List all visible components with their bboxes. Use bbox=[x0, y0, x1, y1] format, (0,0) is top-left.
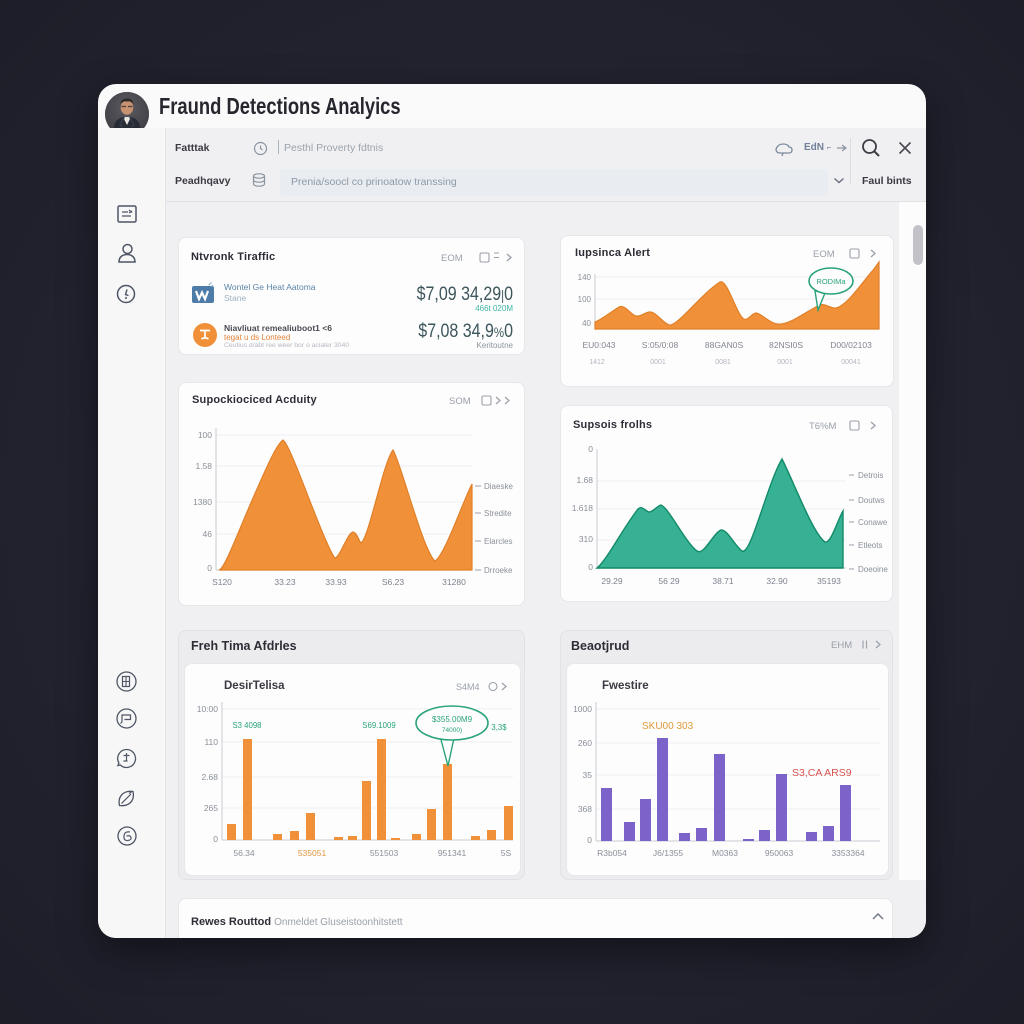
svg-text:1.58: 1.58 bbox=[195, 461, 212, 471]
svg-text:100: 100 bbox=[578, 295, 592, 304]
svg-text:D00/02103: D00/02103 bbox=[830, 340, 872, 350]
svg-text:S69.1009: S69.1009 bbox=[362, 721, 395, 730]
svg-text:110: 110 bbox=[204, 737, 218, 747]
svg-text:S:05/0:08: S:05/0:08 bbox=[642, 340, 679, 350]
svg-text:265: 265 bbox=[204, 803, 218, 813]
svg-text:5S: 5S bbox=[501, 848, 512, 858]
svg-text:74000): 74000) bbox=[442, 727, 462, 734]
svg-text:535051: 535051 bbox=[298, 848, 327, 858]
svg-text:00041: 00041 bbox=[841, 359, 861, 366]
svg-text:368: 368 bbox=[578, 804, 592, 814]
svg-text:260: 260 bbox=[578, 738, 592, 748]
svg-text:Doeoine: Doeoine bbox=[858, 565, 888, 574]
svg-text:S120: S120 bbox=[212, 577, 232, 587]
svg-text:0: 0 bbox=[213, 834, 218, 844]
svg-text:35: 35 bbox=[583, 770, 593, 780]
svg-text:RODIMa: RODIMa bbox=[816, 277, 846, 286]
svg-text:Etleots: Etleots bbox=[858, 541, 882, 550]
svg-text:EU0:043: EU0:043 bbox=[582, 340, 615, 350]
svg-text:32.90: 32.90 bbox=[766, 576, 788, 586]
svg-text:1412: 1412 bbox=[589, 359, 605, 366]
svg-text:Conawe: Conawe bbox=[858, 518, 888, 527]
svg-text:S3,CA ARS9: S3,CA ARS9 bbox=[792, 767, 852, 779]
svg-text:310: 310 bbox=[579, 534, 593, 544]
svg-text:100: 100 bbox=[198, 430, 212, 440]
svg-text:S3 4098: S3 4098 bbox=[232, 721, 261, 730]
svg-text:88GAN0S: 88GAN0S bbox=[705, 340, 744, 350]
svg-text:2.68: 2.68 bbox=[201, 772, 218, 782]
svg-text:$355.00M9: $355.00M9 bbox=[432, 715, 473, 724]
svg-text:33.23: 33.23 bbox=[274, 577, 296, 587]
svg-text:31280: 31280 bbox=[442, 577, 466, 587]
svg-text:R3b054: R3b054 bbox=[597, 848, 627, 858]
svg-text:46: 46 bbox=[203, 529, 213, 539]
svg-text:82NSI0S: 82NSI0S bbox=[769, 340, 803, 350]
svg-text:Diaeske: Diaeske bbox=[484, 482, 513, 491]
svg-text:0081: 0081 bbox=[715, 359, 731, 366]
svg-text:0: 0 bbox=[588, 444, 593, 454]
svg-text:1380: 1380 bbox=[193, 497, 212, 507]
svg-text:SKU00 303: SKU00 303 bbox=[642, 721, 694, 732]
svg-text:40: 40 bbox=[582, 319, 591, 328]
svg-text:35193: 35193 bbox=[817, 576, 841, 586]
svg-text:Detrois: Detrois bbox=[858, 471, 883, 480]
svg-text:J6/1355: J6/1355 bbox=[653, 848, 684, 858]
svg-text:140: 140 bbox=[578, 273, 592, 282]
svg-text:56.34: 56.34 bbox=[233, 848, 255, 858]
svg-text:0001: 0001 bbox=[777, 359, 793, 366]
svg-text:0001: 0001 bbox=[650, 359, 666, 366]
svg-text:10:00: 10:00 bbox=[197, 704, 219, 714]
svg-text:Doutws: Doutws bbox=[858, 496, 885, 505]
svg-text:M0363: M0363 bbox=[712, 848, 738, 858]
svg-text:0: 0 bbox=[588, 562, 593, 572]
svg-text:1.618: 1.618 bbox=[572, 503, 594, 513]
svg-text:S6.23: S6.23 bbox=[382, 577, 404, 587]
svg-text:1.68: 1.68 bbox=[576, 475, 593, 485]
svg-text:551503: 551503 bbox=[370, 848, 399, 858]
svg-text:Drroeke: Drroeke bbox=[484, 566, 513, 575]
svg-text:0: 0 bbox=[207, 563, 212, 573]
svg-text:951341: 951341 bbox=[438, 848, 467, 858]
svg-text:Stredite: Stredite bbox=[484, 509, 512, 518]
svg-text:950063: 950063 bbox=[765, 848, 794, 858]
svg-text:3,3$: 3,3$ bbox=[491, 723, 507, 732]
svg-text:1000: 1000 bbox=[573, 704, 592, 714]
svg-text:38.71: 38.71 bbox=[712, 576, 734, 586]
svg-text:3353364: 3353364 bbox=[831, 848, 864, 858]
svg-text:29.29: 29.29 bbox=[601, 576, 623, 586]
svg-text:56 29: 56 29 bbox=[658, 576, 680, 586]
svg-text:0: 0 bbox=[587, 835, 592, 845]
svg-text:Elarcles: Elarcles bbox=[484, 537, 512, 546]
svg-text:33.93: 33.93 bbox=[325, 577, 347, 587]
